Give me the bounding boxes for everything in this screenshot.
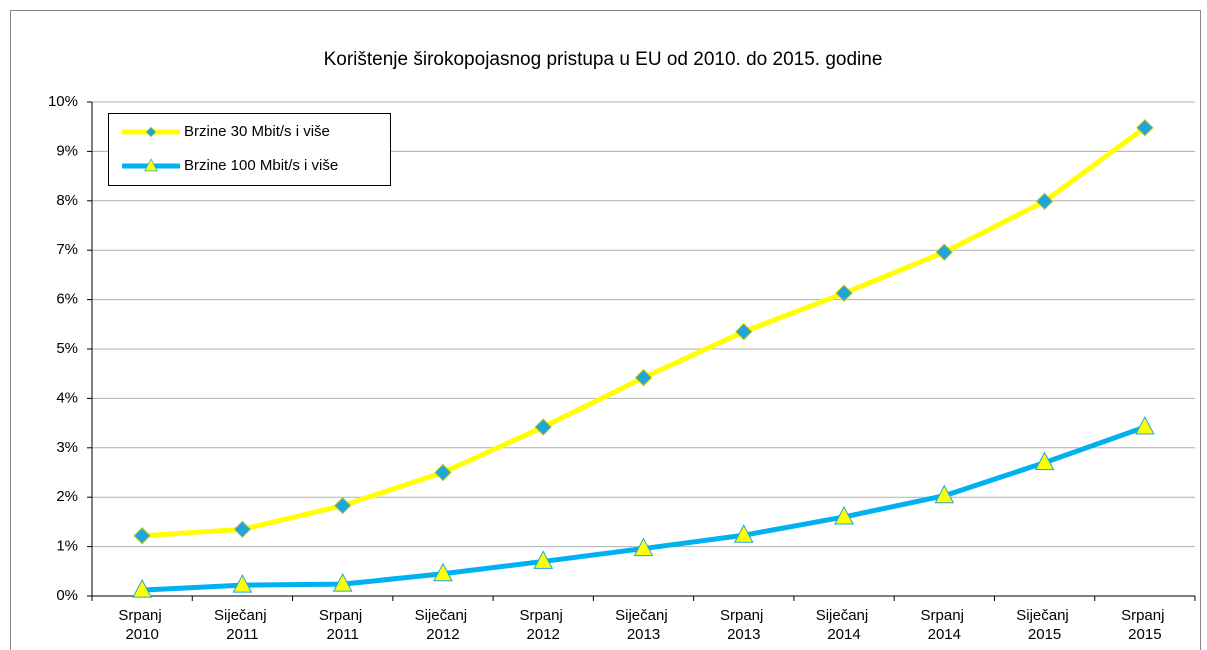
marker xyxy=(634,368,653,387)
marker xyxy=(1136,118,1154,137)
marker xyxy=(433,562,453,582)
marker xyxy=(735,323,753,341)
marker xyxy=(1034,451,1055,471)
x-tick-label: Srpanj 2015 xyxy=(1121,607,1169,643)
marker xyxy=(133,527,151,545)
y-tick-label: 8% xyxy=(56,192,78,209)
legend: Brzine 30 Mbit/s i više Brzine 100 Mbit/s… xyxy=(108,113,391,186)
y-tick-label: 1% xyxy=(56,538,78,555)
marker xyxy=(733,524,754,543)
y-tick-label: 6% xyxy=(56,291,78,308)
y-tick-label: 10% xyxy=(48,93,78,110)
marker xyxy=(145,126,157,138)
y-tick-label: 0% xyxy=(56,587,78,604)
marker xyxy=(534,418,552,436)
marker xyxy=(1135,415,1155,435)
y-tick-label: 7% xyxy=(56,241,78,258)
x-tick-label: Siječanj 2014 xyxy=(816,607,873,643)
y-tick-label: 2% xyxy=(56,488,78,505)
x-tick-label: Siječanj 2015 xyxy=(1016,607,1073,643)
x-tick-label: Srpanj 2012 xyxy=(519,607,567,643)
y-tick-label: 5% xyxy=(56,340,78,357)
marker xyxy=(144,158,158,172)
x-tick-label: Siječanj 2011 xyxy=(214,607,271,643)
marker xyxy=(633,537,654,557)
x-tick-label: Srpanj 2011 xyxy=(319,607,367,643)
legend-label: Brzine 100 Mbit/s i više xyxy=(184,157,338,174)
x-tick-label: Srpanj 2014 xyxy=(921,607,969,643)
marker xyxy=(834,505,854,525)
x-tick-label: Srpanj 2013 xyxy=(720,607,768,643)
marker xyxy=(935,243,954,261)
marker xyxy=(533,550,554,569)
marker xyxy=(233,520,252,539)
x-tick-label: Siječanj 2012 xyxy=(415,607,472,643)
marker xyxy=(232,574,253,593)
marker xyxy=(434,463,452,482)
x-tick-label: Srpanj 2010 xyxy=(118,607,166,643)
y-tick-label: 3% xyxy=(56,439,78,456)
marker xyxy=(1035,192,1054,211)
y-tick-label: 4% xyxy=(56,389,78,406)
marker xyxy=(132,579,152,598)
legend-box xyxy=(108,113,391,186)
legend-label: Brzine 30 Mbit/s i više xyxy=(184,123,330,140)
chart-title: Korištenje širokopojasnog pristupa u EU … xyxy=(324,49,883,70)
y-tick-label: 9% xyxy=(56,142,78,159)
x-tick-label: Siječanj 2013 xyxy=(615,607,672,643)
marker xyxy=(332,573,353,592)
marker xyxy=(835,284,853,302)
marker xyxy=(934,484,955,504)
marker xyxy=(333,496,352,515)
